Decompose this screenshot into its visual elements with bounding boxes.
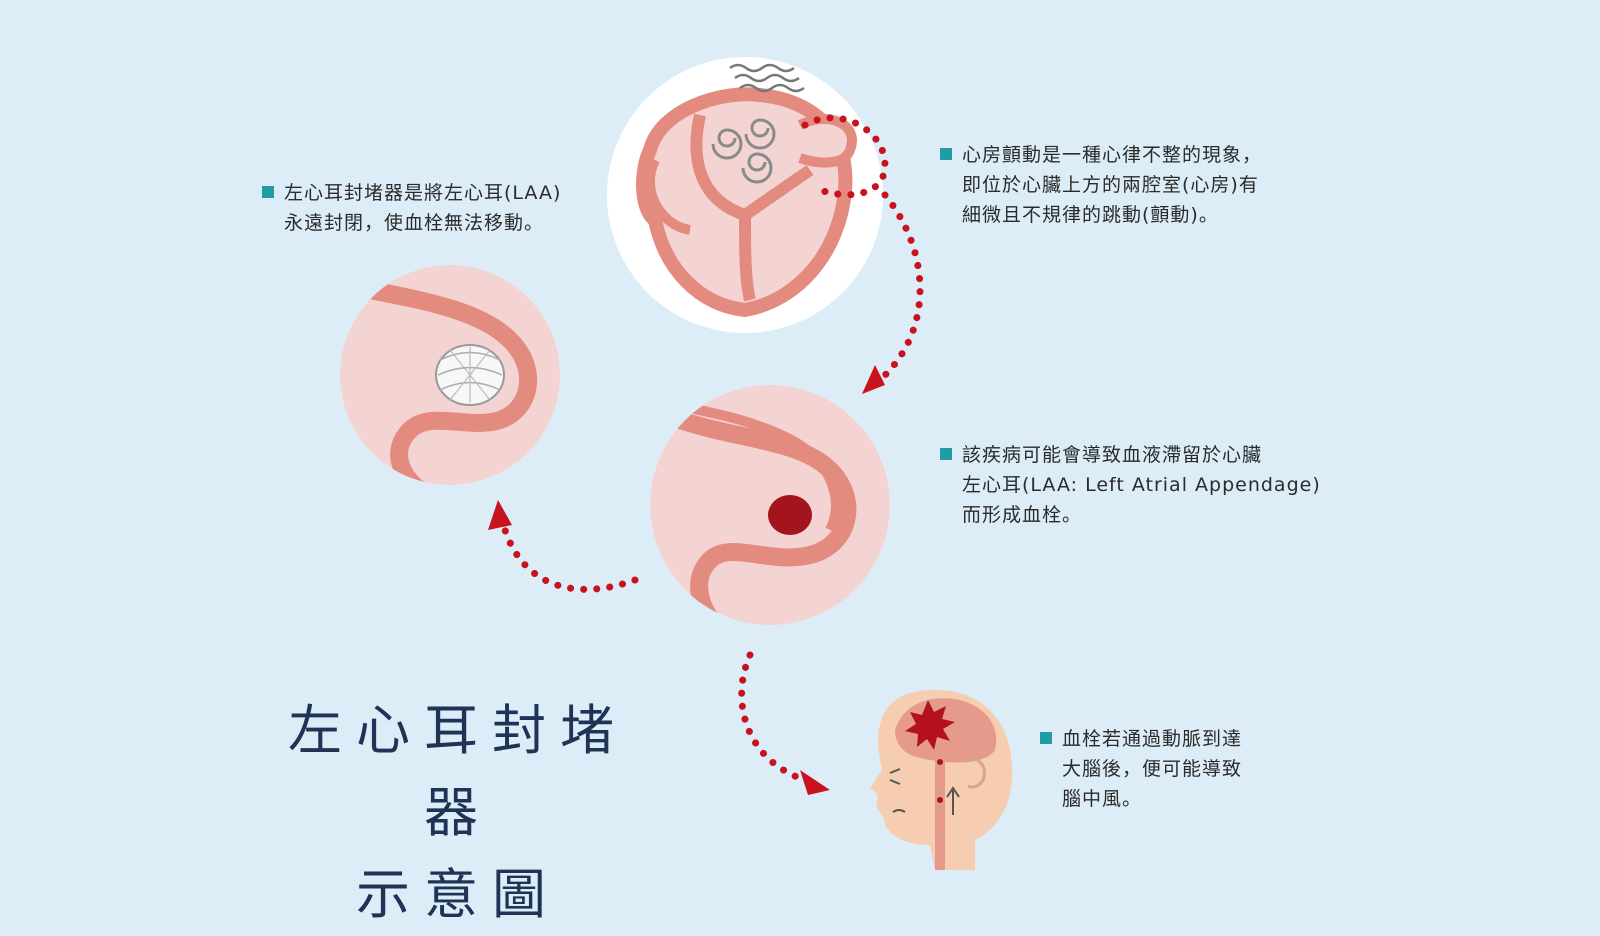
occluder-mesh-icon (435, 344, 505, 406)
note-occluder: 左心耳封堵器是將左心耳(LAA) 永遠封閉，使血栓無法移動。 (262, 178, 562, 238)
note-line: 腦中風。 (1062, 788, 1143, 810)
occluder-device-icon (340, 265, 560, 485)
page-title-line: 左心耳封堵器 (288, 699, 628, 844)
arrow-laa-to-brain (738, 651, 809, 784)
note-line: 該疾病可能會導致血液滯留於心臟 (962, 444, 1263, 466)
vibration-lines-icon (729, 63, 805, 93)
note-line: 血栓若通過動脈到達 (1062, 728, 1243, 750)
arrow-heart-to-laa (801, 114, 889, 199)
fibrillation-swirl-icon (711, 118, 776, 184)
heart-fibrillation-icon (607, 57, 883, 333)
stroke-burst-icon (905, 700, 955, 750)
note-line: 心房顫動是一種心律不整的現象， (962, 144, 1263, 166)
page-title: 左心耳封堵器 示意圖 (268, 690, 648, 936)
note-clot-formation: 該疾病可能會導致血液滯留於心臟 左心耳(LAA: Left Atrial App… (940, 440, 1321, 530)
note-line: 永遠封閉，使血栓無法移動。 (284, 212, 545, 234)
left-atrial-appendage-clot-icon (650, 385, 890, 625)
note-line: 而形成血栓。 (962, 504, 1083, 526)
note-atrial-fibrillation: 心房顫動是一種心律不整的現象， 即位於心臟上方的兩腔室(心房)有 細微且不規律的… (940, 140, 1263, 230)
bullet-icon (940, 448, 952, 460)
note-stroke: 血栓若通過動脈到達 大腦後，便可能導致 腦中風。 (1040, 724, 1243, 814)
note-line: 左心耳(LAA: Left Atrial Appendage) (962, 474, 1321, 496)
page-title-line: 示意圖 (356, 863, 560, 926)
bullet-icon (262, 186, 274, 198)
diagram-art (340, 57, 1013, 870)
brain-stroke-icon (870, 690, 1013, 870)
note-line: 細微且不規律的跳動(顫動)。 (962, 204, 1219, 226)
note-line: 左心耳封堵器是將左心耳(LAA) (284, 182, 562, 204)
bullet-icon (940, 148, 952, 160)
note-line: 即位於心臟上方的兩腔室(心房)有 (962, 174, 1259, 196)
bullet-icon (1040, 732, 1052, 744)
blood-clot-icon (768, 495, 812, 535)
arrow-laa-to-occluder (501, 526, 639, 593)
note-line: 大腦後，便可能導致 (1062, 758, 1243, 780)
